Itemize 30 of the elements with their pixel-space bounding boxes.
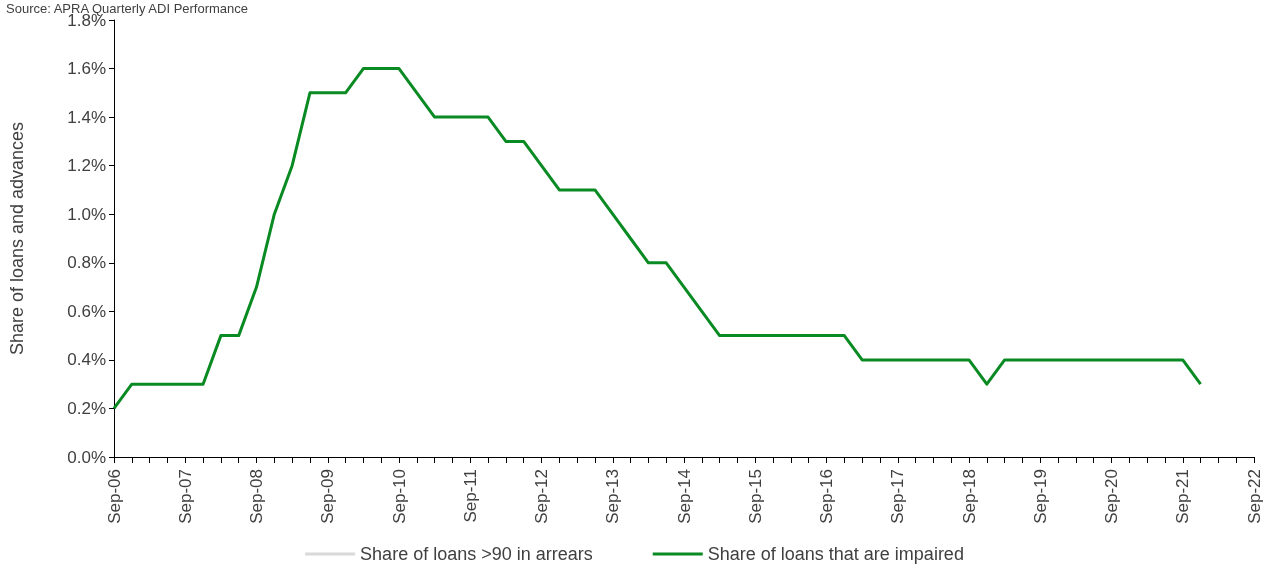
y-tick-label: 0.2% <box>67 398 106 418</box>
x-tick-label: Sep-15 <box>745 469 765 524</box>
x-tick-label: Sep-20 <box>1102 469 1121 524</box>
x-tick-label: Sep-11 <box>460 469 480 523</box>
x-tick-label: Sep-10 <box>389 469 409 524</box>
legend-label: Share of loans that are impaired <box>707 544 964 564</box>
x-tick-label: Sep-08 <box>247 469 266 524</box>
x-tick-label: Sep-19 <box>1030 469 1050 524</box>
x-tick-label: Sep-09 <box>318 469 338 524</box>
x-tick-label: Sep-18 <box>959 469 979 524</box>
x-tick-label: Sep-14 <box>674 469 694 524</box>
y-tick-label: 0.4% <box>67 350 106 370</box>
x-tick-label: Sep-13 <box>603 469 623 524</box>
x-tick-label: Sep-22 <box>1244 469 1264 524</box>
x-tick-label: Sep-17 <box>888 469 908 524</box>
y-tick-label: 0.8% <box>67 253 106 273</box>
line-series <box>112 67 1203 410</box>
y-tick-label: 0.6% <box>67 301 106 321</box>
x-tick-label: Sep-21 <box>1173 469 1193 524</box>
x-tick-label: Sep-06 <box>104 469 124 524</box>
x-tick-label: Sep-16 <box>817 469 836 524</box>
x-tick-label: Sep-12 <box>532 469 551 524</box>
x-tick-label: Sep-07 <box>175 469 195 524</box>
y-tick-label: 1.2% <box>67 156 106 176</box>
y-tick-label: 1.0% <box>67 204 106 224</box>
y-axis-title: Share of loans and advances <box>7 121 27 356</box>
legend-label: Share of loans >90 in arrears <box>360 544 593 564</box>
y-tick-label: 1.6% <box>67 59 106 79</box>
y-tick-label: 1.4% <box>67 107 106 127</box>
y-tick-label: 0.0% <box>67 447 106 467</box>
